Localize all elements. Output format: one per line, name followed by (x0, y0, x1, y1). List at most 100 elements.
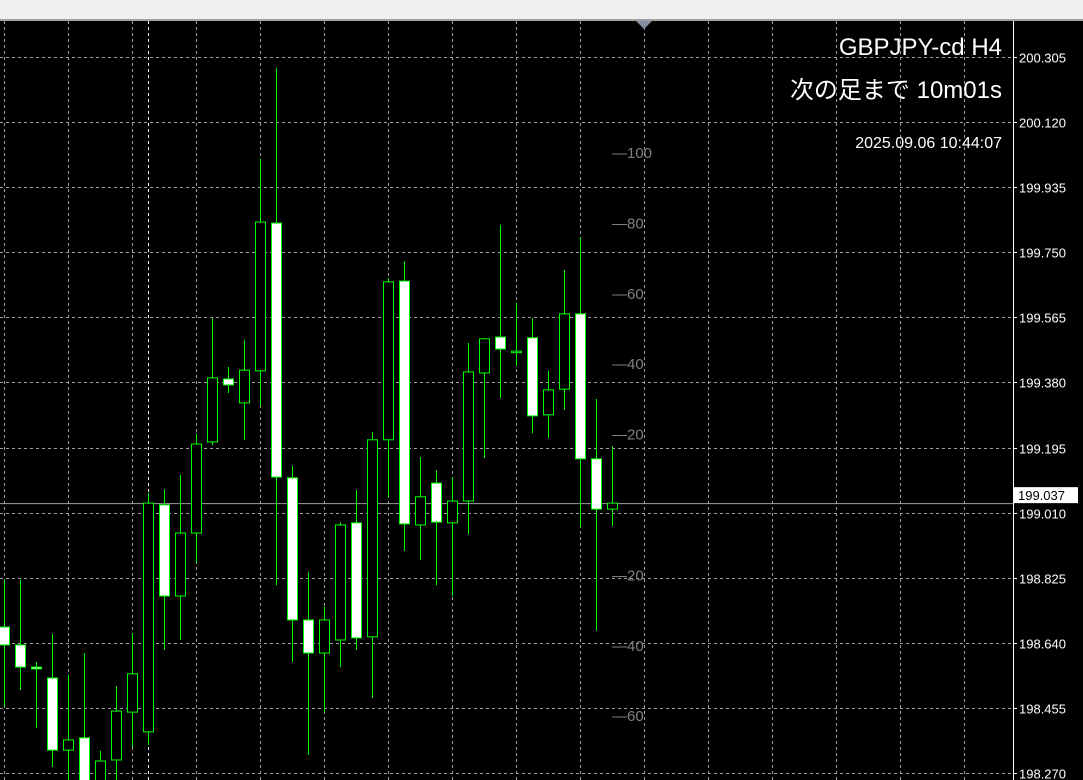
candle (191, 433, 202, 563)
bear-candle-body (15, 644, 26, 668)
overlay-scale-label: —80 (612, 215, 644, 232)
candle (15, 579, 26, 690)
candle (463, 343, 474, 535)
candle (271, 67, 282, 586)
bull-candle-body (607, 502, 618, 510)
candle (399, 261, 410, 551)
candlestick-chart[interactable]: —100 —80 —60 —40 —20 —20 —40 —60 200.305 200.120… (0, 21, 1083, 780)
bear-candle-body (79, 737, 90, 780)
bear-candle-body (495, 336, 506, 350)
candle (223, 366, 234, 394)
candle (63, 674, 74, 780)
price-tick-label: 198.270 (1019, 767, 1066, 780)
candle (479, 337, 490, 459)
price-tick-label: 200.120 (1019, 116, 1066, 131)
bull-candle-body (511, 350, 522, 354)
candle (95, 750, 106, 780)
price-tick-label: 200.305 (1019, 51, 1066, 66)
candle (255, 159, 266, 405)
bull-candle-body (463, 371, 474, 502)
bear-candle-body (351, 522, 362, 639)
candle (495, 224, 506, 398)
bull-candle-body (239, 369, 250, 404)
overlay-scale-label: —20 (612, 427, 644, 444)
bull-candle-body (255, 221, 266, 372)
overlay-scale-label: —40 (612, 356, 644, 373)
bull-candle-body (319, 619, 330, 654)
bull-candle-body (479, 338, 490, 374)
bear-candle-body (527, 337, 538, 417)
window-top-bar (0, 0, 1083, 21)
bull-candle-body (383, 281, 394, 441)
overlay-scale-label: —60 (612, 708, 644, 725)
bear-candle-body (591, 458, 602, 510)
current-price-text: 199.037 (1018, 488, 1065, 503)
bear-candle-body (287, 477, 298, 621)
chart-shift-marker[interactable] (636, 21, 652, 29)
candle (159, 489, 170, 650)
bear-candle-body (271, 222, 282, 478)
bear-candle-body (575, 313, 586, 460)
bull-candle-body (191, 443, 202, 534)
candle (287, 465, 298, 662)
bull-candle-body (415, 496, 426, 526)
candle (31, 661, 42, 728)
bear-candle-body (303, 619, 314, 654)
candle (79, 653, 90, 780)
price-tick-label: 199.750 (1019, 246, 1066, 261)
candle (239, 339, 250, 440)
price-tick-label: 198.825 (1019, 572, 1066, 587)
bull-candle-body (95, 760, 106, 780)
candle (111, 686, 122, 780)
candle (591, 398, 602, 631)
candle (47, 634, 58, 768)
bull-candle-body (207, 377, 218, 443)
candle (335, 522, 346, 668)
bear-candle-body (31, 666, 42, 670)
overlay-scale-label: —100 (612, 145, 652, 162)
bull-candle-body (335, 524, 346, 641)
bull-candle-body (367, 439, 378, 638)
bull-candle-body (63, 739, 74, 751)
candle (607, 446, 618, 527)
bull-candle-body (559, 313, 570, 390)
bar-countdown: 次の足まで 10m01s (789, 77, 1002, 104)
bull-candle-body (175, 532, 186, 597)
price-tick-label: 198.455 (1019, 702, 1066, 717)
bear-candle-body (0, 626, 10, 646)
price-tick-label: 199.565 (1019, 311, 1066, 326)
bear-candle-body (399, 280, 410, 525)
candle (559, 269, 570, 410)
bear-candle-body (159, 504, 170, 597)
candle (447, 477, 458, 597)
candle (319, 606, 330, 713)
candle (303, 572, 314, 756)
overlay-scale-label: —40 (612, 638, 644, 655)
price-tick-label: 199.935 (1019, 181, 1066, 196)
candle (367, 432, 378, 699)
candle (415, 457, 426, 561)
candle (543, 370, 554, 439)
overlay-scale-label: —20 (612, 567, 644, 584)
overlay-scale: —100 —80 —60 —40 —20 —20 —40 —60 (612, 145, 652, 725)
overlay-scale-label: —60 (612, 286, 644, 303)
bear-candle-body (47, 677, 58, 751)
bull-candle-body (143, 502, 154, 733)
candle (0, 579, 10, 707)
current-price-label: 199.037 (1014, 487, 1078, 504)
bull-candle-body (111, 710, 122, 761)
price-tick-label: 199.380 (1019, 376, 1066, 391)
candle (351, 490, 362, 650)
bear-candle-body (431, 482, 442, 523)
candle (575, 237, 586, 528)
bull-candle-body (543, 389, 554, 416)
candle (127, 632, 138, 747)
candle (511, 302, 522, 366)
candles (0, 67, 618, 780)
candle (527, 318, 538, 434)
server-time: 2025.09.06 10:44:07 (855, 135, 1002, 152)
price-axis[interactable]: 200.305 200.120 199.935 199.750 199.565 199.3… (1013, 51, 1066, 780)
symbol-timeframe: GBPJPY-cd H4 (838, 34, 1002, 61)
bull-candle-body (447, 500, 458, 524)
bull-candle-body (127, 673, 138, 713)
